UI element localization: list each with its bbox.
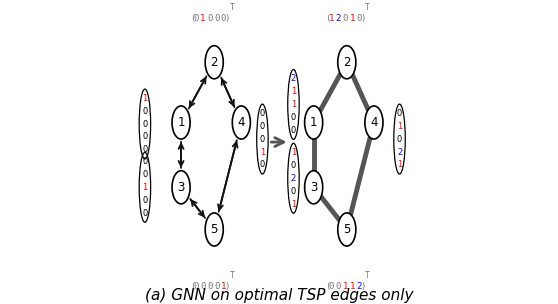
Text: 1: 1 (349, 282, 355, 291)
Text: 0: 0 (291, 113, 296, 122)
Text: 0: 0 (193, 14, 199, 23)
Ellipse shape (205, 213, 223, 246)
Text: 0: 0 (193, 282, 199, 291)
Text: 1: 1 (177, 116, 185, 129)
Text: 0: 0 (260, 161, 265, 170)
Ellipse shape (172, 106, 190, 139)
Text: 1: 1 (349, 14, 355, 23)
Ellipse shape (305, 106, 323, 139)
Text: 2: 2 (291, 174, 296, 183)
Text: (: ( (190, 282, 195, 291)
Text: 0: 0 (260, 122, 265, 131)
Text: 0: 0 (200, 282, 205, 291)
Text: 0: 0 (329, 282, 334, 291)
Text: 0: 0 (214, 282, 219, 291)
Text: T: T (365, 3, 370, 12)
Ellipse shape (232, 106, 251, 139)
Ellipse shape (305, 171, 323, 204)
Text: ): ) (224, 282, 230, 291)
Text: 2: 2 (343, 56, 350, 69)
Text: 1: 1 (329, 14, 334, 23)
Text: 1: 1 (291, 148, 296, 157)
Text: 0: 0 (221, 14, 226, 23)
Text: 2: 2 (210, 56, 218, 69)
Text: 1: 1 (200, 14, 205, 23)
Text: 0: 0 (397, 109, 402, 118)
Text: ): ) (360, 14, 365, 23)
Text: 1: 1 (291, 87, 296, 96)
Text: 4: 4 (238, 116, 245, 129)
Ellipse shape (338, 213, 356, 246)
Ellipse shape (205, 46, 223, 79)
Ellipse shape (365, 106, 383, 139)
Text: ): ) (360, 282, 365, 291)
Text: (: ( (325, 14, 331, 23)
Text: 2: 2 (291, 74, 296, 83)
Text: T: T (365, 271, 370, 280)
Text: 1: 1 (397, 122, 402, 131)
Text: 1: 1 (397, 161, 402, 170)
Text: 0: 0 (291, 161, 296, 170)
Text: T: T (229, 271, 234, 280)
Text: 0: 0 (214, 14, 219, 23)
Text: 1: 1 (142, 94, 147, 102)
Text: 5: 5 (343, 223, 350, 236)
Text: 2: 2 (336, 14, 341, 23)
Text: 1: 1 (310, 116, 318, 129)
Text: 0: 0 (142, 145, 147, 154)
Text: 0: 0 (142, 107, 147, 116)
Ellipse shape (172, 171, 190, 204)
Text: 0: 0 (357, 14, 362, 23)
Text: 0: 0 (142, 196, 147, 205)
Text: 0: 0 (142, 119, 147, 129)
Text: 0: 0 (142, 157, 147, 166)
Text: ): ) (224, 14, 230, 23)
Text: 2: 2 (397, 147, 402, 157)
Text: 0: 0 (142, 170, 147, 179)
Text: (: ( (190, 14, 195, 23)
Text: 0: 0 (207, 14, 213, 23)
Text: 5: 5 (210, 223, 218, 236)
Text: 1: 1 (260, 147, 265, 157)
Text: 2: 2 (357, 282, 362, 291)
Text: 0: 0 (343, 14, 348, 23)
Text: 0: 0 (260, 109, 265, 118)
Text: 1: 1 (343, 282, 348, 291)
Text: 0: 0 (260, 135, 265, 143)
Text: (a) GNN on optimal TSP edges only: (a) GNN on optimal TSP edges only (145, 288, 413, 303)
Text: 0: 0 (207, 282, 213, 291)
Text: 3: 3 (177, 181, 185, 194)
Ellipse shape (338, 46, 356, 79)
Text: 0: 0 (291, 187, 296, 196)
Text: (: ( (325, 282, 331, 291)
Text: 0: 0 (336, 282, 341, 291)
Text: 0: 0 (142, 209, 147, 218)
Text: 3: 3 (310, 181, 318, 194)
Text: T: T (229, 3, 234, 12)
Text: 0: 0 (142, 133, 147, 141)
Text: 4: 4 (370, 116, 378, 129)
Text: 1: 1 (142, 183, 147, 192)
Text: 0: 0 (291, 126, 296, 135)
Text: 1: 1 (291, 200, 296, 209)
Text: 1: 1 (221, 282, 226, 291)
Text: 1: 1 (291, 100, 296, 109)
Text: 0: 0 (397, 135, 402, 143)
